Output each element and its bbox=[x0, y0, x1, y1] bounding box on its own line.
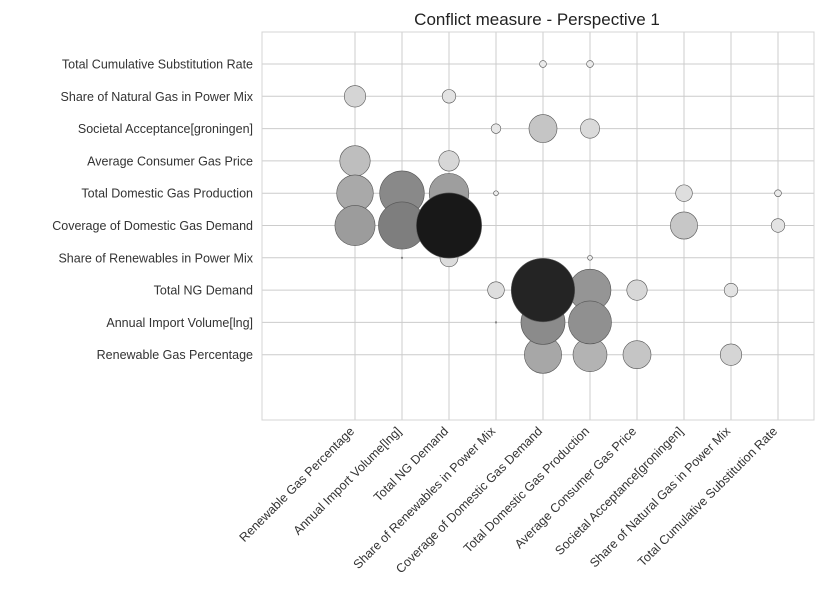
bubble-share-of-renewables-in-power-mix-vs-annual-import-volume-lng bbox=[494, 321, 498, 324]
bubble-share-of-natural-gas-in-power-mix-vs-total-ng-demand bbox=[723, 283, 739, 298]
bubble-societal-acceptance-groningen-vs-total-domestic-gas-production bbox=[675, 184, 693, 202]
bubble-coverage-of-domestic-gas-demand-vs-societal-acceptance-groningen bbox=[528, 114, 558, 143]
y-tick-label-total-domestic-gas-production: Total Domestic Gas Production bbox=[81, 187, 253, 201]
bubble-layer bbox=[334, 60, 786, 374]
bubble-total-ng-demand-vs-share-of-natural-gas-in-power-mix bbox=[441, 89, 457, 104]
bubble-total-domestic-gas-production-vs-societal-acceptance-groningen bbox=[580, 118, 600, 139]
bubble-coverage-of-domestic-gas-demand-vs-total-ng-demand bbox=[510, 258, 576, 323]
y-tick-label-annual-import-volume-lng: Annual Import Volume[lng] bbox=[106, 316, 253, 330]
bubble-coverage-of-domestic-gas-demand-vs-total-cumulative-substitution-rate bbox=[539, 60, 547, 68]
bubble-share-of-renewables-in-power-mix-vs-total-ng-demand bbox=[487, 281, 505, 299]
bubble-annual-import-volume-lng-vs-share-of-renewables-in-power-mix bbox=[400, 256, 404, 259]
bubble-average-consumer-gas-price-vs-total-ng-demand bbox=[626, 279, 648, 301]
bubble-total-ng-demand-vs-average-consumer-gas-price bbox=[438, 150, 460, 172]
y-tick-label-share-of-renewables-in-power-mix: Share of Renewables in Power Mix bbox=[58, 251, 253, 265]
y-tick-label-renewable-gas-percentage: Renewable Gas Percentage bbox=[97, 348, 253, 362]
bubble-renewable-gas-percentage-vs-share-of-natural-gas-in-power-mix bbox=[343, 85, 367, 108]
bubble-total-cumulative-substitution-rate-vs-total-domestic-gas-production bbox=[774, 189, 782, 197]
bubble-total-domestic-gas-production-vs-annual-import-volume-lng bbox=[568, 300, 612, 345]
y-tick-label-societal-acceptance-groningen: Societal Acceptance[groningen] bbox=[78, 122, 253, 136]
bubble-total-domestic-gas-production-vs-total-cumulative-substitution-rate bbox=[586, 60, 594, 68]
y-tick-label-average-consumer-gas-price: Average Consumer Gas Price bbox=[87, 154, 253, 168]
bubble-share-of-natural-gas-in-power-mix-vs-renewable-gas-percentage bbox=[719, 343, 743, 366]
bubble-share-of-renewables-in-power-mix-vs-societal-acceptance-groningen bbox=[490, 123, 502, 134]
y-tick-label-total-ng-demand: Total NG Demand bbox=[154, 284, 253, 298]
y-tick-label-total-cumulative-substitution-rate: Total Cumulative Substitution Rate bbox=[62, 58, 253, 72]
y-tick-labels: Total Cumulative Substitution Rate Share … bbox=[52, 58, 254, 363]
bubble-average-consumer-gas-price-vs-renewable-gas-percentage bbox=[622, 340, 652, 370]
bubble-total-ng-demand-vs-coverage-of-domestic-gas-demand bbox=[416, 192, 482, 259]
bubble-share-of-renewables-in-power-mix-vs-total-domestic-gas-production bbox=[493, 190, 499, 196]
plot-frame bbox=[261, 31, 815, 421]
chart-title: Conflict measure - Perspective 1 bbox=[414, 10, 660, 29]
y-tick-label-coverage-of-domestic-gas-demand: Coverage of Domestic Gas Demand bbox=[52, 219, 253, 233]
bubble-total-domestic-gas-production-vs-share-of-renewables-in-power-mix bbox=[587, 255, 593, 261]
bubble-renewable-gas-percentage-vs-coverage-of-domestic-gas-demand bbox=[334, 205, 376, 246]
bubble-renewable-gas-percentage-vs-average-consumer-gas-price bbox=[339, 145, 371, 177]
bubble-societal-acceptance-groningen-vs-coverage-of-domestic-gas-demand bbox=[670, 211, 698, 240]
y-tick-label-share-of-natural-gas-in-power-mix: Share of Natural Gas in Power Mix bbox=[61, 90, 254, 104]
bubble-total-cumulative-substitution-rate-vs-coverage-of-domestic-gas-demand bbox=[770, 218, 786, 233]
